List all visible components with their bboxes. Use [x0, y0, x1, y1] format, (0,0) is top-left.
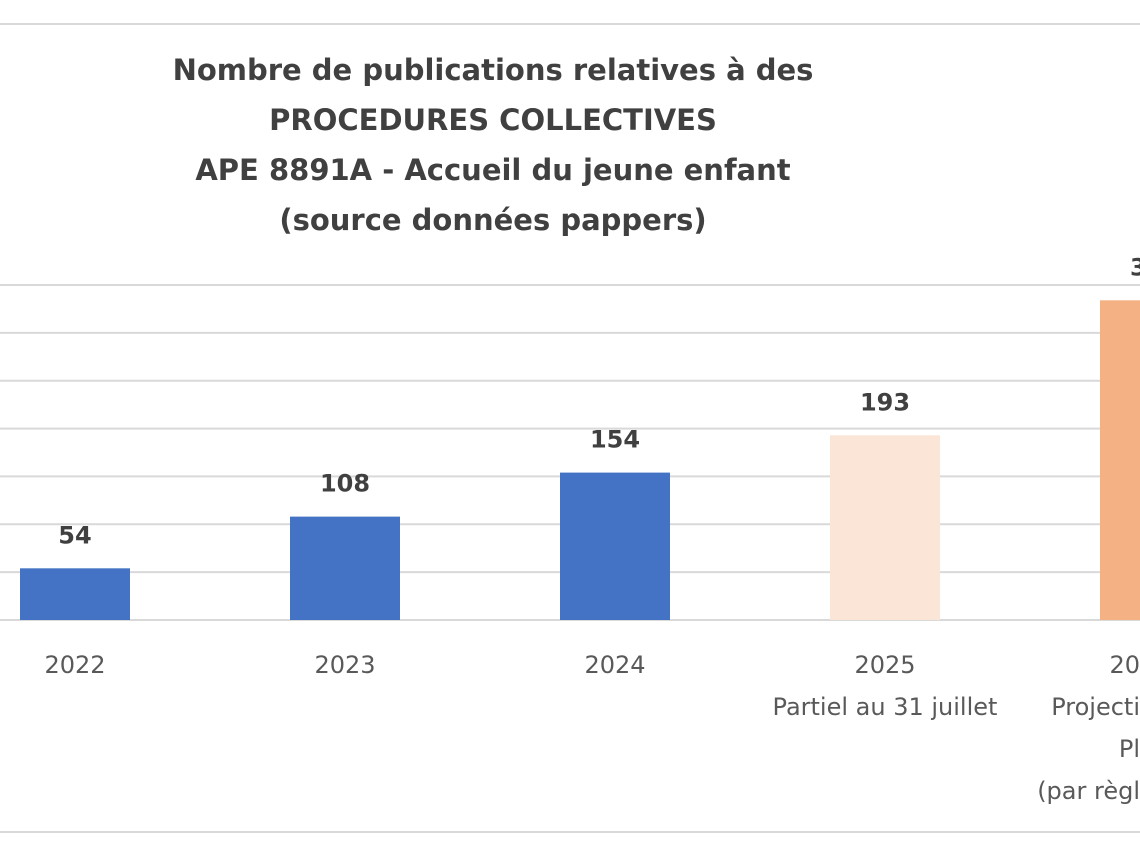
chart-title: PROCEDURES COLLECTIVES: [269, 103, 717, 137]
x-tick-label: 2024: [584, 651, 645, 679]
x-tick-label: 2022: [44, 651, 105, 679]
bar: [290, 516, 400, 620]
x-tick-label: Projecti: [1051, 693, 1140, 721]
x-tick-label: 20: [1109, 651, 1140, 679]
value-label: 54: [58, 521, 91, 549]
bar: [20, 568, 130, 620]
bar: [560, 472, 670, 620]
value-label: 154: [590, 426, 640, 454]
value-label: 193: [860, 388, 910, 416]
x-tick-label: 2025: [854, 651, 915, 679]
x-tick-label: (par règl: [1037, 777, 1140, 805]
x-tick-label: Pl: [1119, 735, 1140, 763]
bar: [830, 435, 940, 620]
chart-title: APE 8891A - Accueil du jeune enfant: [195, 153, 790, 187]
value-label: 108: [320, 470, 370, 498]
x-tick-label: Partiel au 31 juillet: [773, 693, 998, 721]
bar: [1100, 300, 1140, 620]
chart-title: (source données pappers): [279, 203, 706, 237]
chart-title: Nombre de publications relatives à des: [173, 53, 814, 87]
x-tick-label: 2023: [314, 651, 375, 679]
value-label: 334: [1130, 253, 1140, 281]
